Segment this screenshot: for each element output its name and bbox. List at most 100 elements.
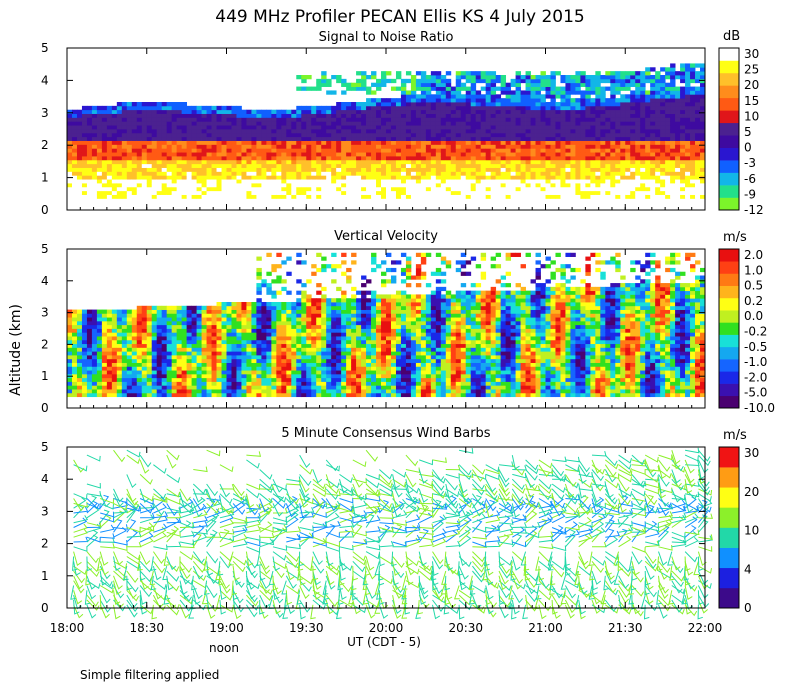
- snr-cell: [381, 156, 387, 161]
- snr-cell: [326, 113, 332, 118]
- vv-cell: [226, 358, 232, 363]
- vv-cell: [281, 309, 287, 314]
- vv-cell: [251, 358, 257, 363]
- snr-cell: [635, 152, 641, 157]
- snr-cell: [196, 144, 202, 149]
- snr-cell: [381, 144, 387, 149]
- snr-cell: [395, 152, 402, 157]
- snr-cell: [535, 156, 541, 161]
- snr-cell: [351, 163, 357, 168]
- vv-cell: [221, 309, 227, 314]
- vv-cell: [246, 332, 252, 337]
- snr-cell: [410, 190, 417, 195]
- snr-cell: [655, 94, 661, 99]
- vv-cell: [67, 366, 73, 371]
- snr-cell: [126, 159, 133, 165]
- snr-cell: [675, 179, 681, 184]
- snr-cell: [101, 152, 108, 157]
- vv-cell: [251, 336, 257, 341]
- snr-cell: [386, 105, 392, 111]
- vv-cell: [106, 351, 113, 356]
- snr-cell: [101, 144, 108, 149]
- snr-cell: [570, 102, 576, 107]
- snr-cell: [620, 102, 626, 107]
- vv-cell: [121, 381, 128, 386]
- snr-cell: [430, 78, 437, 84]
- snr-cell: [131, 113, 138, 118]
- snr-cell: [286, 125, 292, 130]
- vv-cell: [211, 320, 217, 326]
- snr-cell: [261, 183, 267, 188]
- snr-cell: [246, 190, 252, 195]
- vv-cell: [216, 392, 222, 398]
- snr-cell: [371, 82, 377, 87]
- snr-cell: [376, 113, 382, 118]
- snr-cell: [525, 113, 531, 118]
- snr-cell: [311, 86, 317, 91]
- snr-cell: [540, 186, 546, 192]
- vv-cell: [231, 381, 237, 386]
- snr-cell: [196, 109, 202, 114]
- snr-cell: [236, 132, 242, 138]
- snr-cell: [660, 186, 666, 192]
- snr-cell: [121, 136, 128, 141]
- snr-cell: [490, 86, 497, 91]
- snr-cell: [625, 105, 631, 111]
- snr-cell: [610, 102, 616, 107]
- snr-cell: [505, 98, 512, 103]
- snr-cell: [420, 148, 427, 153]
- snr-cell: [196, 121, 202, 126]
- snr-cell: [176, 167, 183, 172]
- snr-cell: [151, 113, 158, 118]
- snr-cell: [690, 136, 696, 141]
- snr-cell: [605, 121, 611, 126]
- snr-cell: [96, 136, 103, 141]
- snr-cell: [226, 136, 232, 141]
- vv-cell: [216, 362, 222, 367]
- snr-cell: [605, 117, 611, 122]
- snr-cell: [291, 144, 297, 149]
- vv-cell: [186, 377, 193, 382]
- vv-cell: [171, 370, 178, 375]
- snr-cell: [281, 163, 287, 168]
- vv-cell: [256, 392, 262, 398]
- snr-colorbar-label: 15: [744, 94, 759, 108]
- snr-cell: [540, 171, 546, 176]
- snr-cell: [241, 109, 247, 114]
- snr-cell: [645, 102, 651, 107]
- vv-cell: [136, 328, 143, 333]
- snr-cell: [485, 117, 492, 122]
- snr-cell: [141, 117, 148, 122]
- snr-cell: [670, 171, 676, 176]
- snr-cell: [136, 129, 143, 134]
- snr-cell: [151, 140, 158, 145]
- snr-cell: [480, 156, 487, 161]
- snr-cell: [605, 152, 611, 157]
- snr-cell: [680, 94, 686, 99]
- snr-cell: [67, 140, 73, 145]
- snr-cell: [341, 163, 347, 168]
- snr-cell: [425, 102, 432, 107]
- vv-cell: [221, 377, 227, 382]
- snr-cell: [615, 175, 621, 180]
- snr-cell: [390, 163, 397, 168]
- snr-cell: [435, 194, 442, 199]
- snr-cell: [81, 167, 88, 172]
- snr-cell: [356, 144, 362, 149]
- vv-cell: [76, 389, 83, 394]
- snr-cell: [186, 129, 193, 134]
- snr-cell: [695, 132, 701, 138]
- snr-cell: [216, 117, 222, 122]
- snr-cell: [371, 90, 377, 95]
- vv-cell: [116, 309, 123, 314]
- vv-cell: [246, 336, 252, 341]
- snr-cell: [645, 94, 651, 99]
- snr-cell: [166, 117, 173, 122]
- snr-cell: [635, 148, 641, 153]
- snr-cell: [490, 125, 497, 130]
- snr-cell: [86, 152, 93, 157]
- snr-cell: [670, 121, 676, 126]
- snr-cell: [341, 171, 347, 176]
- vv-cell: [186, 373, 193, 379]
- vv-cell: [71, 320, 78, 326]
